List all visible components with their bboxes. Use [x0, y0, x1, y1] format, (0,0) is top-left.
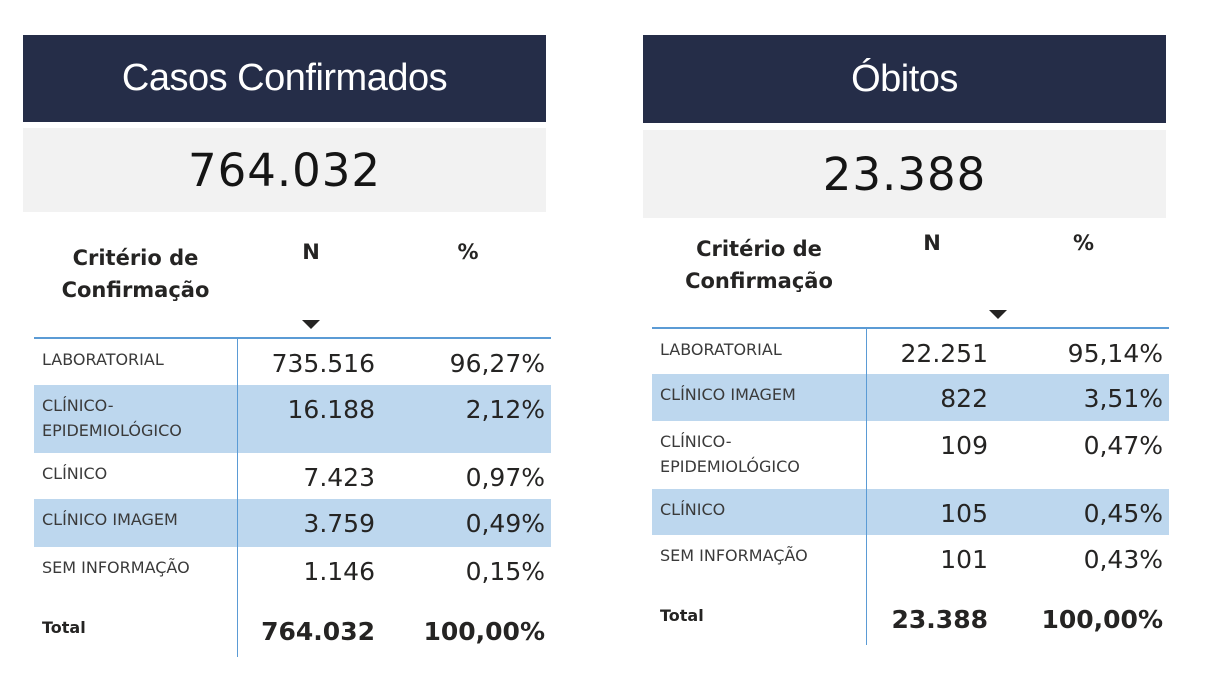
row-pct: 0,15% [465, 557, 545, 586]
row-n: 105 [866, 489, 998, 535]
row-n: 3.759 [237, 499, 385, 547]
column-header-pct[interactable]: % [385, 232, 551, 339]
column-header-n[interactable]: N [237, 232, 385, 339]
column-header-criterio[interactable]: Critério de Confirmação [652, 223, 866, 329]
row-n: 822 [866, 374, 998, 421]
row-pct: 2,12% [385, 385, 551, 453]
row-n: 22.251 [900, 339, 988, 368]
column-header-pct[interactable]: % [998, 223, 1169, 329]
total-pct: 100,00% [423, 617, 545, 646]
total-n: 23.388 [891, 605, 988, 634]
total-label: Total [652, 601, 867, 645]
row-pct: 96,27% [449, 349, 545, 378]
row-category: CLÍNICO IMAGEM [34, 499, 238, 547]
total-label: Total [34, 613, 238, 657]
table-row[interactable]: CLÍNICO 7.423 0,97% [34, 453, 551, 499]
row-pct: 0,97% [465, 463, 545, 492]
column-header-criterio[interactable]: Critério de Confirmação [34, 232, 237, 339]
confirmed-cases-kpi: 764.032 [23, 128, 546, 212]
row-category: CLÍNICO-EPIDEMIOLÓGICO [652, 421, 867, 489]
table-row[interactable]: SEM INFORMAÇÃO 101 0,43% [652, 535, 1169, 601]
row-category: CLÍNICO [34, 453, 238, 499]
row-category: LABORATORIAL [652, 328, 867, 374]
table-row[interactable]: CLÍNICO-EPIDEMIOLÓGICO 109 0,47% [652, 421, 1169, 489]
row-category: CLÍNICO-EPIDEMIOLÓGICO [34, 385, 238, 453]
row-pct: 0,43% [1083, 545, 1163, 574]
total-row: Total 764.032 100,00% [34, 613, 551, 657]
row-n: 101 [940, 545, 988, 574]
row-category: CLÍNICO [652, 489, 867, 535]
column-header-n[interactable]: N [866, 223, 1007, 329]
row-n: 7.423 [303, 463, 375, 492]
row-category: SEM INFORMAÇÃO [652, 535, 867, 601]
row-category: CLÍNICO IMAGEM [652, 374, 867, 421]
table-row[interactable]: CLÍNICO-EPIDEMIOLÓGICO 16.188 2,12% [34, 385, 551, 453]
deaths-table: Critério de Confirmação N % LABORATORIAL… [652, 223, 1169, 645]
total-pct: 100,00% [1041, 605, 1163, 634]
deaths-title: Óbitos [643, 35, 1166, 123]
table-row[interactable]: SEM INFORMAÇÃO 1.146 0,15% [34, 547, 551, 613]
row-category: SEM INFORMAÇÃO [34, 547, 238, 613]
row-pct: 0,49% [385, 499, 551, 547]
row-pct: 0,47% [1083, 431, 1163, 460]
row-pct: 0,45% [998, 489, 1169, 535]
row-pct: 3,51% [998, 374, 1169, 421]
table-row[interactable]: CLÍNICO IMAGEM 3.759 0,49% [34, 499, 551, 547]
deaths-kpi: 23.388 [643, 130, 1166, 218]
row-n: 16.188 [237, 385, 385, 453]
row-n: 109 [940, 431, 988, 460]
row-n: 1.146 [303, 557, 375, 586]
total-n: 764.032 [261, 617, 375, 646]
confirmed-cases-title: Casos Confirmados [23, 35, 546, 122]
table-row[interactable]: CLÍNICO IMAGEM 822 3,51% [652, 374, 1169, 421]
table-row[interactable]: LABORATORIAL 22.251 95,14% [652, 328, 1169, 374]
table-row[interactable]: LABORATORIAL 735.516 96,27% [34, 338, 551, 385]
sort-descending-icon [302, 320, 320, 329]
row-category: LABORATORIAL [34, 338, 238, 385]
confirmed-cases-table: Critério de Confirmação N % LABORATORIAL… [34, 232, 551, 657]
table-row[interactable]: CLÍNICO 105 0,45% [652, 489, 1169, 535]
row-pct: 95,14% [1067, 339, 1163, 368]
row-n: 735.516 [271, 349, 375, 378]
total-row: Total 23.388 100,00% [652, 601, 1169, 645]
